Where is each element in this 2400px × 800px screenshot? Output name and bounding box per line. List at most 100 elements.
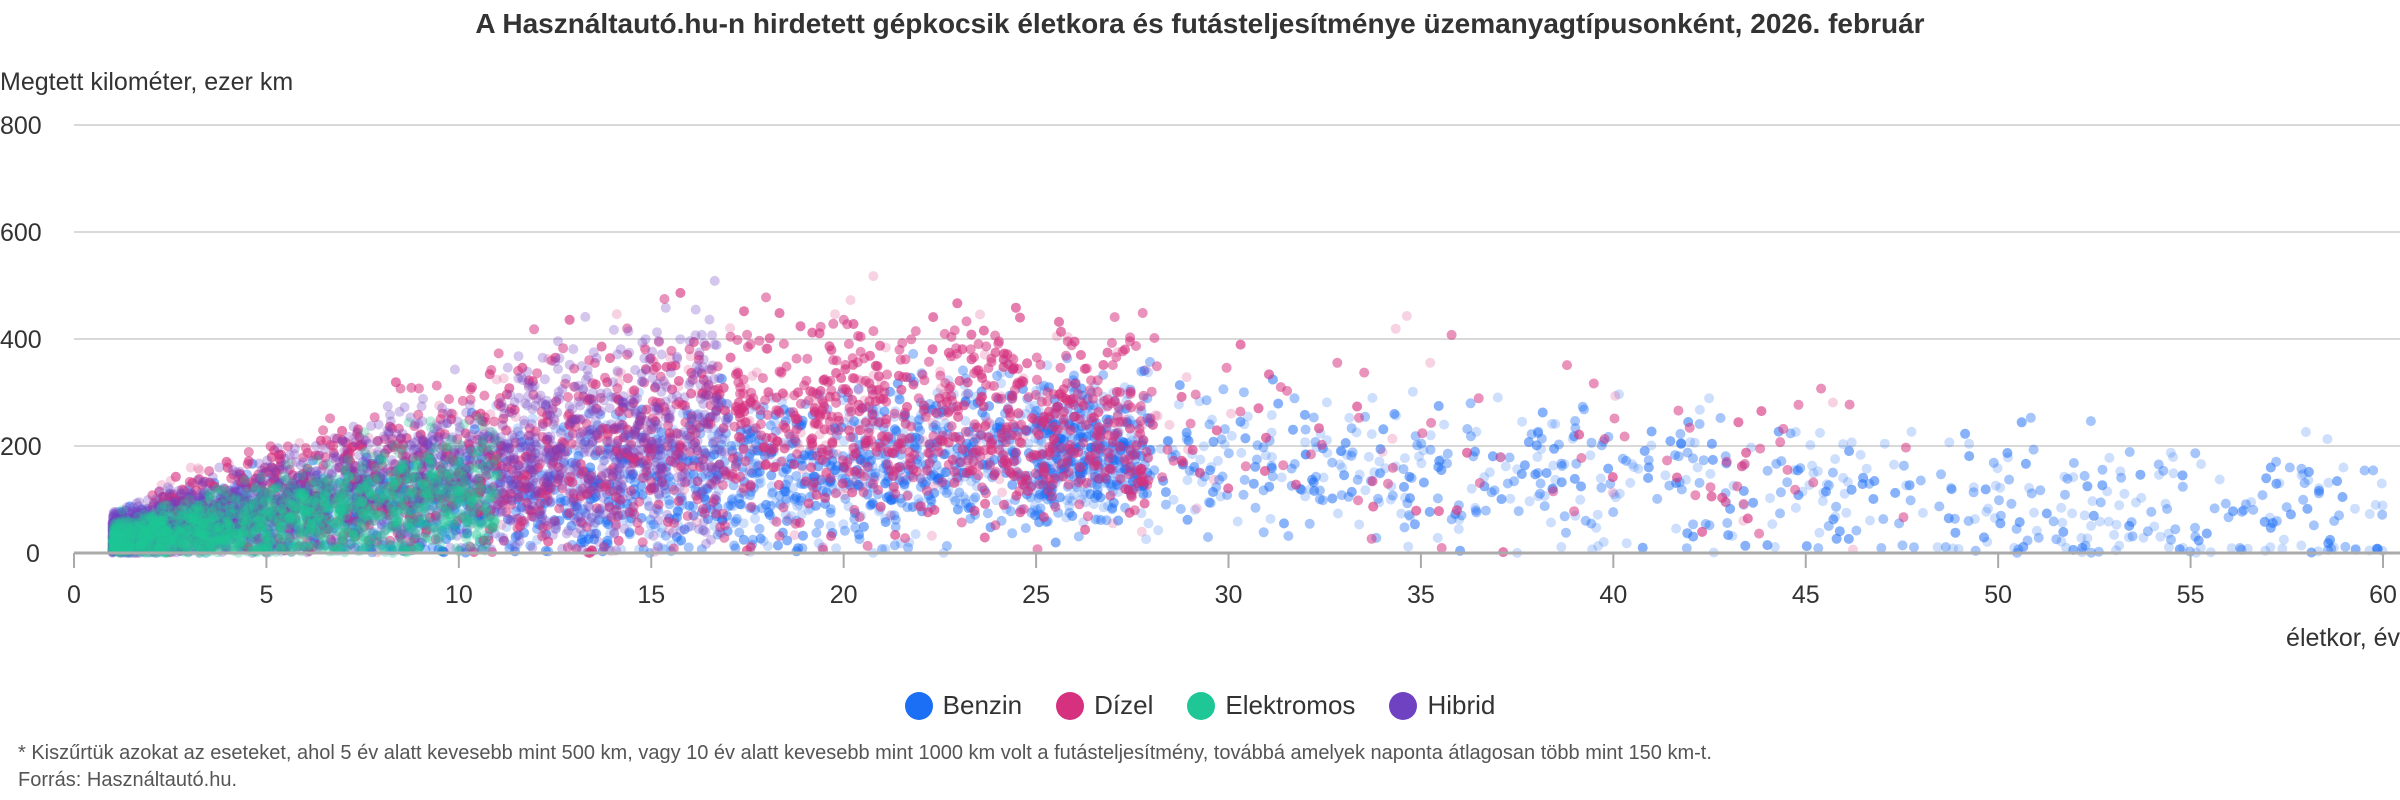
data-point xyxy=(622,469,633,480)
data-point xyxy=(1153,525,1164,536)
data-point xyxy=(586,513,597,524)
data-point xyxy=(1132,449,1143,460)
data-point xyxy=(2029,507,2039,518)
data-point xyxy=(929,448,940,459)
data-point xyxy=(1366,429,1377,440)
data-point xyxy=(1660,470,1671,481)
data-point xyxy=(1841,507,1852,518)
data-point xyxy=(311,510,322,521)
data-point xyxy=(1010,465,1021,476)
data-point xyxy=(2079,510,2090,521)
data-point xyxy=(1305,484,1316,495)
data-point xyxy=(148,522,159,533)
data-point xyxy=(1071,382,1082,393)
data-point xyxy=(889,540,900,551)
data-point xyxy=(1595,473,1606,484)
data-point xyxy=(794,499,805,510)
data-point xyxy=(507,455,518,466)
data-point xyxy=(405,506,416,517)
data-point xyxy=(906,415,917,426)
data-point xyxy=(2016,417,2027,428)
data-point xyxy=(2168,468,2179,479)
data-point xyxy=(317,490,328,501)
data-point xyxy=(1264,481,1275,492)
data-point xyxy=(1044,430,1055,441)
data-point xyxy=(1519,460,1530,471)
data-point xyxy=(1432,532,1443,543)
data-point xyxy=(1212,455,1223,466)
data-point xyxy=(298,505,309,516)
data-point xyxy=(657,459,668,470)
data-point xyxy=(1300,491,1311,502)
data-point xyxy=(287,503,298,514)
data-point xyxy=(399,500,410,511)
data-point xyxy=(246,458,257,469)
data-point xyxy=(697,525,708,536)
data-point xyxy=(1827,467,1838,478)
data-point xyxy=(1374,497,1385,508)
data-point xyxy=(475,496,486,507)
data-point xyxy=(950,496,961,506)
data-point xyxy=(572,542,583,553)
data-point xyxy=(2368,465,2379,476)
data-point xyxy=(1387,490,1398,501)
data-point xyxy=(1504,452,1515,463)
data-point xyxy=(1917,507,1928,518)
data-point xyxy=(916,410,926,420)
data-point xyxy=(2009,542,2020,553)
data-point xyxy=(1821,486,1831,497)
data-point xyxy=(1403,541,1414,552)
data-point xyxy=(1517,416,1528,427)
data-point xyxy=(1300,424,1311,435)
data-point xyxy=(1204,497,1215,508)
data-point xyxy=(556,439,567,450)
data-point xyxy=(765,420,776,431)
data-point xyxy=(666,476,676,487)
data-point xyxy=(1252,440,1263,451)
data-point xyxy=(1074,462,1085,473)
data-point xyxy=(807,473,818,484)
data-point xyxy=(315,505,326,516)
data-point xyxy=(603,446,614,456)
data-point xyxy=(1276,472,1287,483)
data-point xyxy=(364,525,375,536)
data-point xyxy=(261,522,272,533)
data-point xyxy=(389,512,400,523)
data-point xyxy=(341,472,351,482)
data-point xyxy=(252,499,263,509)
data-point xyxy=(449,464,460,474)
data-point xyxy=(275,492,286,503)
data-point xyxy=(2278,534,2289,545)
data-point xyxy=(309,487,320,498)
data-point xyxy=(1633,463,1644,474)
data-point xyxy=(907,454,918,465)
data-point xyxy=(954,487,965,498)
data-point xyxy=(1000,357,1011,368)
data-point xyxy=(607,493,618,504)
data-point xyxy=(1289,393,1300,404)
data-point xyxy=(1556,458,1567,469)
data-point xyxy=(1964,438,1975,449)
data-point xyxy=(460,496,471,507)
data-point xyxy=(861,470,872,481)
data-point xyxy=(970,391,981,402)
data-point xyxy=(320,502,330,513)
data-point xyxy=(1585,450,1596,461)
data-point xyxy=(1934,501,1945,512)
data-point xyxy=(549,468,560,479)
data-point xyxy=(353,541,364,552)
data-point xyxy=(2257,490,2268,501)
data-point xyxy=(889,432,900,443)
data-point xyxy=(1968,482,1979,493)
data-point xyxy=(1414,451,1424,462)
data-point xyxy=(619,421,630,432)
data-point xyxy=(1374,468,1385,479)
data-point xyxy=(1128,476,1139,487)
data-point xyxy=(888,488,899,499)
data-point xyxy=(1944,437,1955,448)
data-point xyxy=(1940,542,1951,553)
data-point xyxy=(630,426,640,437)
data-point xyxy=(1805,440,1816,450)
data-point xyxy=(1721,497,1732,508)
data-point xyxy=(1425,444,1436,455)
